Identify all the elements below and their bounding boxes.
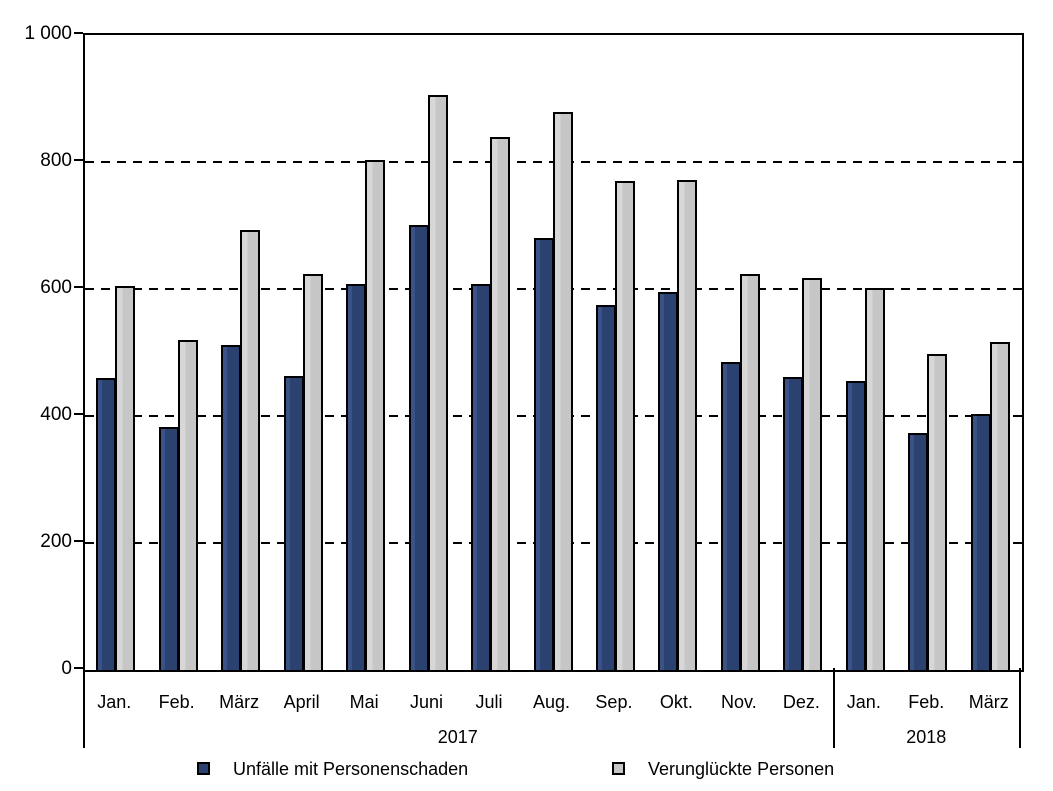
x-category-label-13: Feb. <box>908 692 945 712</box>
bar-verunglueckte-11 <box>802 278 823 670</box>
bar-unfaelle-14 <box>970 414 991 670</box>
x-category-label-7: Aug. <box>532 692 570 712</box>
x-category-label-8: Sep. <box>595 692 633 712</box>
legend-marker-verunglueckte-icon <box>612 762 625 775</box>
bar-verunglueckte-9 <box>677 180 698 670</box>
x-category-label-9: Okt. <box>659 692 693 712</box>
x-category-label-4: Mai <box>349 692 379 712</box>
bar-unfaelle-2 <box>221 345 242 670</box>
y-tick-label-800: 800 <box>40 150 72 171</box>
y-tick-label-200: 200 <box>40 531 72 552</box>
x-category-label-1: Feb. <box>158 692 195 712</box>
bar-verunglueckte-2 <box>240 230 261 670</box>
x-category-label-5: Juni <box>410 692 444 712</box>
bar-verunglueckte-7 <box>552 112 573 670</box>
bar-verunglueckte-3 <box>302 274 323 670</box>
bar-unfaelle-0 <box>96 378 117 670</box>
bar-verunglueckte-8 <box>614 181 635 670</box>
category-axis-separator <box>1019 668 1021 748</box>
bar-verunglueckte-6 <box>490 137 511 670</box>
y-tick-mark-600 <box>74 286 83 288</box>
bar-verunglueckte-1 <box>177 340 198 670</box>
y-tick-mark-800 <box>74 159 83 161</box>
category-axis-separator <box>83 668 85 748</box>
x-category-label-2: März <box>219 692 260 712</box>
bar-unfaelle-12 <box>845 381 866 670</box>
legend-label-verunglueckte: Verunglückte Personen <box>648 759 835 779</box>
bar-unfaelle-10 <box>720 362 741 670</box>
bar-verunglueckte-14 <box>989 342 1010 670</box>
bar-unfaelle-11 <box>783 377 804 670</box>
x-category-label-6: Juli <box>475 692 503 712</box>
y-tick-label-600: 600 <box>40 277 72 298</box>
bar-verunglueckte-13 <box>927 354 948 670</box>
bar-unfaelle-8 <box>595 305 616 670</box>
y-tick-label-1000: 1 000 <box>24 23 72 44</box>
year-label-2017: 2017 <box>437 727 478 747</box>
legend-label-unfaelle: Unfälle mit Personenschaden <box>233 759 469 779</box>
y-tick-mark-200 <box>74 540 83 542</box>
x-category-label-11: Dez. <box>782 692 820 712</box>
bar-verunglueckte-10 <box>739 274 760 670</box>
plot-area <box>83 33 1024 672</box>
y-tick-label-400: 400 <box>40 404 72 425</box>
y-tick-mark-400 <box>74 413 83 415</box>
bar-unfaelle-7 <box>533 238 554 670</box>
category-axis-separator <box>832 668 835 748</box>
bar-verunglueckte-0 <box>115 286 136 670</box>
bar-unfaelle-6 <box>471 284 492 670</box>
y-tick-mark-1000 <box>74 32 83 34</box>
bar-unfaelle-4 <box>346 284 367 670</box>
bar-unfaelle-9 <box>658 292 679 670</box>
bar-unfaelle-1 <box>158 427 179 670</box>
bar-verunglueckte-4 <box>365 160 386 670</box>
legend-marker-unfaelle-icon <box>197 762 210 775</box>
bar-unfaelle-3 <box>283 376 304 670</box>
y-tick-label-0: 0 <box>61 658 72 679</box>
bar-verunglueckte-5 <box>427 95 448 670</box>
bar-unfaelle-5 <box>408 225 429 670</box>
year-label-2018: 2018 <box>906 727 947 747</box>
bar-verunglueckte-12 <box>864 288 885 670</box>
x-category-label-10: Nov. <box>721 692 757 712</box>
x-category-label-14: März <box>968 692 1009 712</box>
x-category-label-12: Jan. <box>846 692 881 712</box>
bar-unfaelle-13 <box>908 433 929 670</box>
y-tick-mark-0 <box>74 667 83 669</box>
x-category-label-3: April <box>283 692 320 712</box>
x-category-label-0: Jan. <box>97 692 132 712</box>
